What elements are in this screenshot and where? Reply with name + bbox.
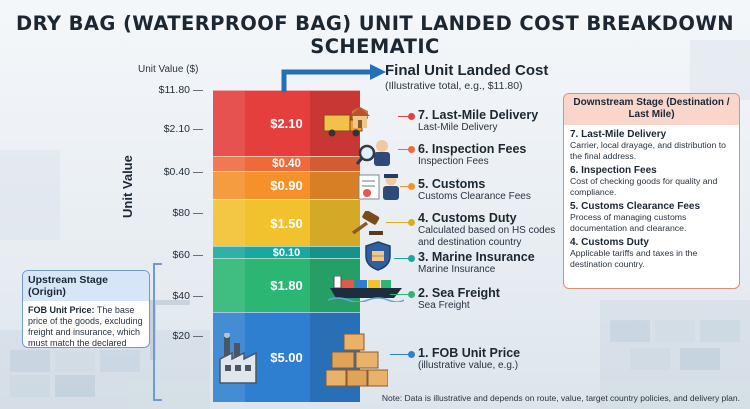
callout-sea-freight: 2. Sea Freight Sea Freight: [418, 286, 500, 312]
callout-dot: [408, 113, 415, 120]
y-tick-mark: [193, 172, 203, 173]
leader-line: [390, 354, 412, 355]
y-axis-title: Unit Value: [120, 155, 135, 218]
y-tick-label: $60: [172, 249, 190, 261]
callout-last-mile-delivery: 7. Last-Mile Delivery Last-Mile Delivery: [418, 108, 538, 134]
upstream-panel-header: Upstream Stage (Origin): [23, 271, 149, 301]
customs-officer-document-icon: [358, 174, 399, 200]
callout-inspection-fees: 6. Inspection Fees Inspection Fees: [418, 142, 526, 168]
downstream-item-title: 4. Customs Duty: [570, 237, 649, 248]
leader-line: [400, 186, 412, 187]
y-tick-label: $2.10: [163, 123, 190, 135]
callout-title: 4. Customs Duty: [418, 211, 517, 225]
upstream-bracket: [153, 263, 162, 401]
callout-title: 6. Inspection Fees: [418, 142, 527, 156]
leader-line: [390, 294, 412, 295]
segment-value-label: $2.10: [270, 116, 303, 131]
y-axis-unit-label: Unit Value ($): [138, 64, 199, 75]
downstream-item-title: 7. Last-Mile Delivery: [570, 129, 667, 140]
upstream-panel-body: FOB Unit Price: The base price of the go…: [23, 301, 149, 348]
downstream-item-title: 5. Customs Clearance Fees: [570, 201, 701, 212]
y-tick-label: $11.80: [158, 84, 190, 96]
upstream-stage-panel: Upstream Stage (Origin) FOB Unit Price: …: [22, 270, 150, 348]
segment-value-label: $5.00: [270, 350, 303, 365]
segment-value-label: $1.50: [270, 215, 303, 231]
leader-line: [398, 116, 412, 117]
callout-title: 1. FOB Unit Price: [418, 346, 521, 360]
callout-subtitle: Sea Freight: [418, 300, 470, 311]
page-title: DRY BAG (WATERPROOF BAG) UNIT LANDED COS…: [15, 12, 735, 58]
callout-customs-duty: 4. Customs Duty Calculated based on HS c…: [418, 211, 558, 249]
leader-line: [394, 258, 412, 259]
factory-icon: [219, 333, 257, 384]
inspector-magnifier-icon: [356, 140, 390, 166]
callout-title: 2. Sea Freight: [418, 286, 500, 300]
callout-dot: [408, 255, 415, 262]
final-cost-subtitle: (Illustrative total, e.g., $11.80): [385, 80, 523, 92]
downstream-item: 6. Inspection Fees Cost of checking good…: [564, 165, 739, 197]
final-landed-cost: Final Unit Landed Cost (Illustrative tot…: [385, 62, 548, 92]
callout-marine-insurance: 3. Marine Insurance Marine Insurance: [418, 250, 535, 276]
callout-subtitle: (illustrative value, e.g.): [418, 360, 519, 371]
y-tick-mark: [193, 336, 203, 337]
segment-value-label: $1.80: [270, 278, 303, 293]
cargo-boxes-icon: [326, 333, 388, 387]
segment-value-label: $0.10: [272, 246, 301, 259]
downstream-item-title: 6. Inspection Fees: [570, 165, 657, 176]
segment-last-mile-delivery: $2.10: [213, 90, 360, 156]
callout-title: 5. Customs: [418, 177, 486, 191]
leader-line: [386, 222, 412, 223]
segment-value-label: $0.40: [272, 158, 301, 170]
callout-subtitle: Customs Clearance Fees: [418, 191, 531, 202]
segment-sea-freight: $1.80: [213, 258, 360, 312]
final-cost-title: Final Unit Landed Cost: [385, 62, 549, 79]
callout-subtitle: Inspection Fees: [418, 156, 489, 167]
y-tick-label: $0.40: [163, 166, 190, 178]
upstream-lead: FOB Unit Price:: [28, 305, 95, 315]
segment-customs-clearance: $0.90: [213, 171, 360, 199]
y-tick-label: $40: [172, 290, 190, 302]
footnote: Note: Data is illustrative and depends o…: [381, 393, 740, 403]
y-tick-mark: [193, 129, 203, 130]
callout-dot: [408, 219, 415, 226]
segment-value-label: $0.90: [270, 178, 303, 193]
downstream-item-desc: Process of managing customs documentatio…: [570, 212, 687, 233]
insurance-shield-icon: [365, 241, 391, 271]
upstream-desc: The base price of the goods, excluding f…: [28, 305, 143, 348]
y-tick-mark: [193, 255, 203, 256]
stacked-cost-bar: $2.10 $0.40 $0.90 $1.50 $0.10 $1.80 $5.0…: [213, 90, 360, 402]
segment-inspection-fees: $0.40: [213, 156, 360, 171]
callout-subtitle: Calculated based on HS codes and destina…: [418, 225, 556, 248]
y-tick-label: $20: [172, 330, 190, 342]
cargo-ship-icon: [328, 276, 404, 302]
callout-dot: [408, 351, 415, 358]
downstream-item-desc: Carrier, local drayage, and distribution…: [570, 140, 726, 161]
y-tick-mark: [193, 90, 203, 91]
downstream-panel-header: Downstream Stage (Destination / Last Mil…: [564, 94, 739, 125]
callout-subtitle: Marine Insurance: [418, 264, 496, 275]
y-tick-mark: [193, 213, 203, 214]
leader-line: [398, 149, 412, 150]
downstream-item: 4. Customs Duty Applicable tariffs and t…: [564, 237, 739, 269]
y-tick-mark: [193, 296, 203, 297]
house-icon: [350, 107, 370, 128]
callout-dot: [408, 291, 415, 298]
gavel-icon: [351, 211, 383, 235]
downstream-stage-panel: Downstream Stage (Destination / Last Mil…: [563, 93, 740, 289]
segment-marine-insurance: $0.10: [213, 246, 360, 259]
segment-customs-duty: $1.50: [213, 199, 360, 246]
callout-customs: 5. Customs Customs Clearance Fees: [418, 177, 531, 203]
y-tick-label: $80: [172, 207, 190, 219]
callout-title: 3. Marine Insurance: [418, 250, 535, 264]
downstream-item: 5. Customs Clearance Fees Process of man…: [564, 201, 739, 233]
callout-dot: [408, 183, 415, 190]
arrow-right-icon: [281, 64, 386, 92]
callout-subtitle: Last-Mile Delivery: [418, 122, 498, 133]
callout-title: 7. Last-Mile Delivery: [418, 108, 539, 122]
downstream-item-desc: Cost of checking goods for quality and c…: [570, 176, 718, 197]
downstream-item-desc: Applicable tariffs and taxes in the dest…: [570, 248, 698, 269]
callout-dot: [408, 146, 415, 153]
callout-fob-unit-price: 1. FOB Unit Price (illustrative value, e…: [418, 346, 520, 372]
downstream-item: 7. Last-Mile Delivery Carrier, local dra…: [564, 129, 739, 161]
